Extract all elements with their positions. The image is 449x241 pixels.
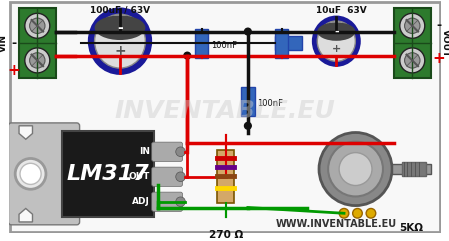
Bar [195,29,208,58]
FancyBboxPatch shape [152,167,182,186]
FancyBboxPatch shape [152,192,182,211]
Circle shape [176,172,185,181]
Bar [392,164,431,174]
Ellipse shape [317,21,355,61]
Circle shape [20,163,41,184]
Polygon shape [19,126,32,139]
Bar [275,29,288,58]
Text: OUT: OUT [128,172,150,181]
Circle shape [400,13,425,38]
Text: WWW.INVENTABLE.EU: WWW.INVENTABLE.EU [276,219,397,229]
Circle shape [30,53,45,68]
Text: 100uF / 63V: 100uF / 63V [90,6,150,15]
Text: +: + [114,44,126,58]
Circle shape [400,48,425,73]
Bar [402,162,426,176]
Ellipse shape [317,22,355,41]
Text: +: + [8,62,21,78]
Circle shape [245,122,251,129]
Text: -: - [12,37,17,50]
Circle shape [319,133,392,206]
Circle shape [25,13,50,38]
FancyBboxPatch shape [9,123,79,225]
Bar [62,131,154,217]
Text: +: + [433,51,445,66]
Text: -: - [334,27,339,37]
Circle shape [339,153,372,186]
Bar [394,8,431,78]
Ellipse shape [313,17,359,65]
Text: INVENTABLE.EU: INVENTABLE.EU [114,99,335,123]
Text: LM317: LM317 [66,164,150,184]
Text: +: + [332,44,341,54]
Text: VOUT: VOUT [441,29,449,57]
Bar [275,36,302,50]
Ellipse shape [89,9,151,74]
Circle shape [184,52,191,59]
Circle shape [405,53,420,68]
Text: ADJ: ADJ [132,197,150,206]
Text: 10uF  63V: 10uF 63V [316,6,366,15]
Polygon shape [19,208,32,222]
Text: IN: IN [139,147,150,156]
Bar [19,8,56,78]
Circle shape [25,48,50,73]
Circle shape [352,208,362,218]
Ellipse shape [95,15,145,40]
Bar [217,150,234,203]
Circle shape [176,197,185,207]
Ellipse shape [95,14,145,68]
Text: -: - [436,19,442,32]
Circle shape [30,18,45,33]
Circle shape [176,147,185,157]
Circle shape [339,208,349,218]
FancyBboxPatch shape [152,142,182,161]
Circle shape [405,18,420,33]
Text: VIN: VIN [0,34,8,52]
Circle shape [366,208,376,218]
Bar [241,87,255,116]
Circle shape [328,142,383,196]
Text: 270 Ω: 270 Ω [209,230,243,240]
Text: 5KΩ: 5KΩ [399,223,423,233]
Text: 100nF: 100nF [257,99,283,108]
Circle shape [245,28,251,35]
Circle shape [15,159,46,189]
Text: 100nF: 100nF [211,40,238,49]
Text: -: - [117,21,123,35]
